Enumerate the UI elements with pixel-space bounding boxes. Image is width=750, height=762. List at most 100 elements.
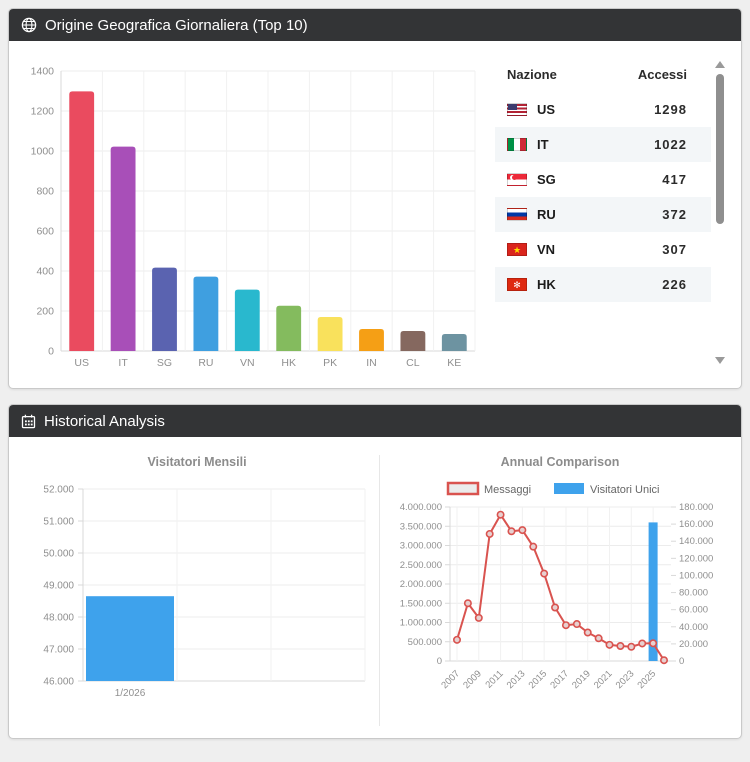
table-row: US 1298	[495, 92, 711, 127]
svg-text:1400: 1400	[31, 66, 55, 78]
svg-text:1000: 1000	[31, 146, 55, 158]
svg-text:SG: SG	[157, 357, 172, 369]
svg-text:46.000: 46.000	[43, 677, 74, 688]
svg-text:2021: 2021	[592, 668, 615, 691]
svg-text:80.000: 80.000	[679, 588, 708, 599]
svg-text:2013: 2013	[505, 668, 528, 691]
svg-text:48.000: 48.000	[43, 613, 74, 624]
svg-text:120.000: 120.000	[679, 553, 713, 564]
geo-panel-header: Origine Geografica Giornaliera (Top 10)	[9, 9, 741, 41]
table-row: RU 372	[495, 197, 711, 232]
accessi-value: 1022	[654, 137, 687, 152]
svg-text:1200: 1200	[31, 106, 55, 118]
geo-bar-chart[interactable]: 0 200 400 600 800 1000 1200 1400 US IT SG RU VN HK PK I…	[17, 49, 483, 381]
geo-table: Nazione Accessi US 1298 IT 1022 SG 417 RU 372 VN…	[491, 49, 729, 378]
country-code: HK	[537, 277, 556, 292]
svg-text:100.000: 100.000	[679, 570, 713, 581]
svg-text:PK: PK	[323, 357, 337, 369]
ru-flag-icon	[507, 208, 527, 221]
svg-text:Messaggi: Messaggi	[484, 484, 531, 496]
svg-text:47.000: 47.000	[43, 645, 74, 656]
globe-icon	[21, 17, 37, 33]
svg-text:160.000: 160.000	[679, 519, 713, 530]
vn-flag-icon	[507, 243, 527, 256]
svg-text:400: 400	[36, 266, 54, 278]
svg-text:2011: 2011	[483, 668, 505, 690]
table-row: HK 226	[495, 267, 711, 302]
svg-text:2025: 2025	[635, 668, 658, 691]
svg-text:KE: KE	[447, 357, 461, 369]
svg-text:1/2026: 1/2026	[115, 688, 146, 699]
svg-text:Visitatori Unici: Visitatori Unici	[590, 484, 660, 496]
svg-text:CL: CL	[406, 357, 420, 369]
svg-text:500.000: 500.000	[408, 637, 442, 648]
table-row: IT 1022	[495, 127, 711, 162]
sg-flag-icon	[507, 173, 527, 186]
svg-text:4.000.000: 4.000.000	[400, 502, 442, 513]
svg-text:140.000: 140.000	[679, 536, 713, 547]
svg-text:2017: 2017	[548, 668, 571, 691]
accessi-value: 307	[662, 242, 687, 257]
geo-panel-title: Origine Geografica Giornaliera (Top 10)	[45, 16, 308, 34]
historical-panel-header: Historical Analysis	[9, 405, 741, 437]
scroll-down-icon[interactable]	[715, 357, 725, 364]
svg-text:2007: 2007	[439, 668, 462, 691]
annual-comparison-chart[interactable]: Messaggi Visitatori Unici 0 500.000 1.000.00…	[386, 475, 734, 725]
svg-text:3.000.000: 3.000.000	[400, 541, 442, 552]
svg-text:800: 800	[36, 186, 54, 198]
us-flag-icon	[507, 103, 527, 116]
country-code: VN	[537, 242, 556, 257]
svg-text:50.000: 50.000	[43, 549, 74, 560]
svg-text:52.000: 52.000	[43, 485, 74, 496]
svg-text:2015: 2015	[527, 668, 550, 691]
svg-text:2023: 2023	[614, 668, 637, 691]
table-row: SG 417	[495, 162, 711, 197]
table-row: VN 307	[495, 232, 711, 267]
geo-table-header: Nazione Accessi	[495, 59, 711, 92]
calendar-icon	[21, 414, 36, 429]
svg-text:2009: 2009	[461, 668, 484, 691]
svg-text:180.000: 180.000	[679, 502, 713, 513]
svg-text:IT: IT	[118, 357, 128, 369]
svg-text:US: US	[74, 357, 89, 369]
svg-text:2.000.000: 2.000.000	[400, 579, 442, 590]
it-flag-icon	[507, 138, 527, 151]
geo-table-scrollbar[interactable]	[714, 61, 727, 364]
svg-text:0: 0	[679, 656, 684, 667]
svg-text:0: 0	[48, 346, 54, 358]
svg-text:HK: HK	[281, 357, 296, 369]
svg-text:200: 200	[36, 306, 54, 318]
scrollbar-thumb[interactable]	[716, 74, 724, 224]
accessi-value: 372	[662, 207, 687, 222]
svg-text:51.000: 51.000	[43, 517, 74, 528]
accessi-value: 417	[662, 172, 687, 187]
svg-text:60.000: 60.000	[679, 605, 708, 616]
geo-table-body: US 1298 IT 1022 SG 417 RU 372 VN 307 HK 226	[495, 92, 711, 302]
svg-text:IN: IN	[366, 357, 377, 369]
svg-text:VN: VN	[240, 357, 255, 369]
scroll-up-icon[interactable]	[715, 61, 725, 68]
accessi-value: 1298	[654, 102, 687, 117]
geo-col-nazione: Nazione	[507, 67, 557, 82]
monthly-chart-title: Visitatori Mensili	[147, 455, 247, 469]
svg-text:2019: 2019	[570, 668, 593, 691]
country-code: RU	[537, 207, 556, 222]
historical-panel: Historical Analysis Visitatori Mensili 4…	[8, 404, 742, 739]
geo-col-accessi: Accessi	[637, 67, 687, 82]
svg-text:49.000: 49.000	[43, 581, 74, 592]
hk-flag-icon	[507, 278, 527, 291]
historical-panel-title: Historical Analysis	[44, 412, 165, 430]
country-code: SG	[537, 172, 556, 187]
svg-text:1.000.000: 1.000.000	[400, 618, 442, 629]
annual-chart-title: Annual Comparison	[500, 455, 620, 469]
svg-text:1.500.000: 1.500.000	[400, 598, 442, 609]
svg-text:3.500.000: 3.500.000	[400, 521, 442, 532]
svg-text:20.000: 20.000	[679, 639, 708, 650]
svg-text:0: 0	[437, 656, 442, 667]
geo-panel: Origine Geografica Giornaliera (Top 10) …	[8, 8, 742, 389]
svg-text:40.000: 40.000	[679, 622, 708, 633]
country-code: US	[537, 102, 556, 117]
svg-text:RU: RU	[198, 357, 213, 369]
svg-text:2.500.000: 2.500.000	[400, 560, 442, 571]
monthly-visitors-chart[interactable]: 46.000 47.000 48.000 49.000 50.000 51.000 52.0…	[21, 475, 373, 711]
